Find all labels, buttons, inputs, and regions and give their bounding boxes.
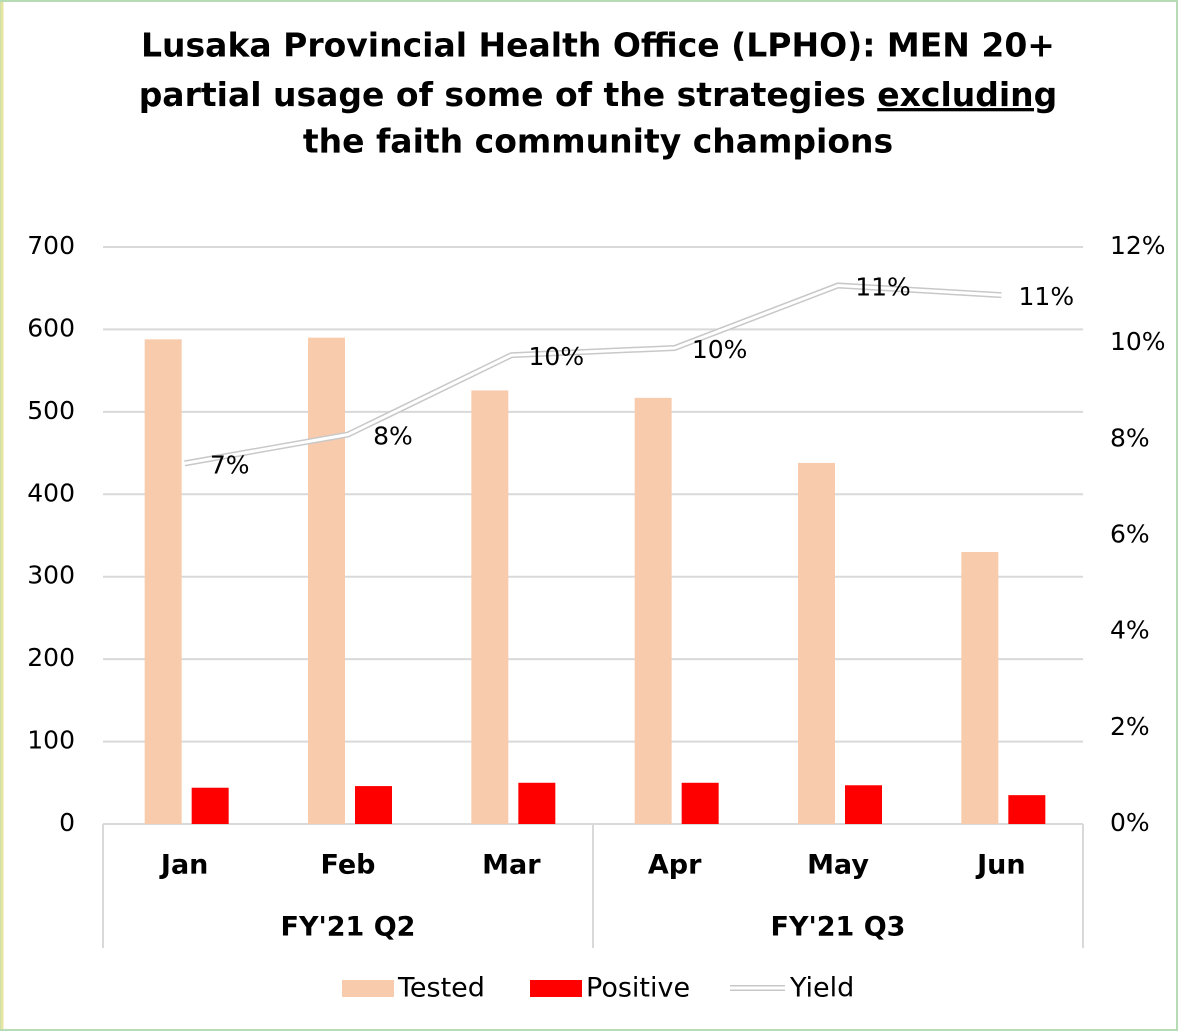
x-tick-label: Mar xyxy=(482,850,541,881)
y-tick-label: 0 xyxy=(59,808,75,837)
group-label: FY'21 Q3 xyxy=(771,912,906,943)
bar xyxy=(961,551,999,824)
x-tick-label: Feb xyxy=(321,850,376,881)
legend-swatch xyxy=(342,980,394,997)
y-tick-label: 200 xyxy=(27,643,75,672)
bar xyxy=(845,785,882,824)
bar xyxy=(681,782,719,824)
y-tick-label: 100 xyxy=(27,726,75,755)
bar xyxy=(798,462,835,824)
bar xyxy=(355,786,392,824)
group-label: FY'21 Q2 xyxy=(281,912,416,943)
y-tick-label: 600 xyxy=(27,313,75,342)
yield-line xyxy=(184,283,1002,465)
legend-label: Positive xyxy=(586,973,690,1004)
y-tick-label: 300 xyxy=(27,561,75,590)
title-part: partial usage of some of the strategies xyxy=(139,75,878,114)
data-label: 7% xyxy=(210,450,250,479)
bar xyxy=(144,339,182,824)
yield-line-outline xyxy=(184,282,1002,467)
data-label: 8% xyxy=(373,422,413,451)
data-label: 11% xyxy=(855,272,911,301)
data-label: 10% xyxy=(692,335,748,364)
y2-tick-label: 10% xyxy=(1110,327,1166,356)
data-label: 11% xyxy=(1019,282,1075,311)
legend-label: Yield xyxy=(789,973,854,1004)
bar xyxy=(471,390,509,824)
bar xyxy=(1008,795,1046,824)
x-tick-label: Jun xyxy=(975,850,1026,881)
y-tick-label: 500 xyxy=(27,396,75,425)
y2-tick-label: 12% xyxy=(1110,231,1166,260)
x-tick-label: Jan xyxy=(159,850,209,881)
legend-label: Tested xyxy=(397,973,485,1004)
chart-title: the faith community champions xyxy=(303,122,893,161)
chart-title: Lusaka Provincial Health Office (LPHO): … xyxy=(141,26,1055,65)
y2-tick-label: 8% xyxy=(1110,423,1150,452)
bar xyxy=(518,782,556,824)
title-underlined: excluding xyxy=(877,75,1057,114)
x-tick-label: Apr xyxy=(648,850,702,881)
y2-tick-label: 4% xyxy=(1110,616,1150,645)
data-label: 10% xyxy=(529,342,585,371)
y-tick-label: 700 xyxy=(27,231,75,260)
bar xyxy=(191,787,229,824)
y2-tick-label: 2% xyxy=(1110,712,1150,741)
y2-tick-label: 0% xyxy=(1110,808,1150,837)
y2-tick-label: 6% xyxy=(1110,520,1150,549)
bar xyxy=(308,337,345,824)
x-tick-label: May xyxy=(807,850,869,881)
y-tick-label: 400 xyxy=(27,478,75,507)
bar xyxy=(634,397,672,824)
chart-title: partial usage of some of the strategies … xyxy=(139,75,1058,114)
legend-swatch xyxy=(530,980,582,997)
